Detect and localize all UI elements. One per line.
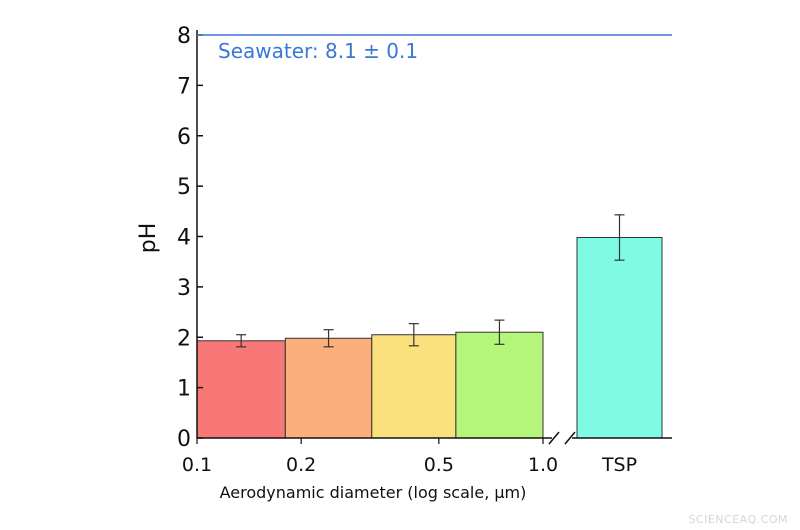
y-tick-label: 1 [177, 377, 191, 402]
y-tick-label: 4 [177, 226, 191, 251]
y-tick-label: 0 [177, 427, 191, 452]
bar [196, 340, 286, 439]
y-tick-label: 3 [177, 276, 191, 301]
bar [576, 237, 663, 439]
x-tick-label: 0.5 [424, 454, 454, 476]
bar [284, 337, 373, 439]
x-tick-label: 0.2 [286, 454, 316, 476]
watermark: SCIENCEAQ.COM [688, 513, 788, 526]
x-axis-title: Aerodynamic diameter (log scale, μm) [220, 483, 527, 502]
y-tick-label: 7 [177, 74, 191, 99]
y-tick-label: 6 [177, 125, 191, 150]
axis-break-marker [548, 431, 576, 445]
y-tick-label: 2 [177, 326, 191, 351]
y-axis-title: pH [136, 223, 161, 254]
bar [455, 331, 544, 439]
y-ticks: 0 1 2 3 4 5 6 7 8 [177, 24, 203, 452]
x-tick-label: 1.0 [528, 454, 558, 476]
y-tick-label: 8 [177, 24, 191, 49]
x-tick-label: TSP [601, 454, 637, 476]
y-tick-label: 5 [177, 175, 191, 200]
error-bars-layer [236, 214, 625, 348]
x-tick-label: 0.1 [182, 454, 212, 476]
seawater-label: Seawater: 8.1 ± 0.1 [218, 39, 418, 63]
x-ticks: 0.1 0.2 0.5 1.0 TSP [182, 438, 637, 476]
bars-layer [196, 237, 663, 439]
bar [371, 334, 457, 439]
x-axis [197, 431, 672, 445]
